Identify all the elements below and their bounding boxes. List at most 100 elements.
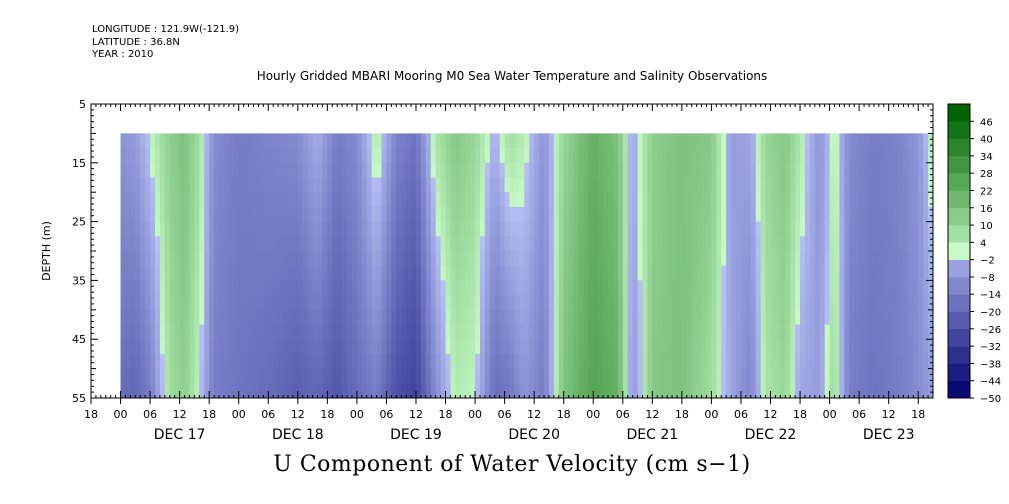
- latitude-label: LATITUDE : 36.8N: [92, 37, 180, 48]
- heatmap-cell: [795, 368, 801, 384]
- heatmap-cell: [573, 324, 580, 340]
- heatmap-cell: [913, 265, 919, 281]
- heatmap-cell: [204, 177, 210, 193]
- heatmap-cell: [775, 383, 781, 398]
- heatmap-cell: [347, 265, 353, 281]
- heatmap-cell: [342, 162, 348, 179]
- heatmap-cell: [765, 177, 772, 193]
- heatmap-cell: [603, 148, 609, 164]
- heatmap-cell: [381, 206, 388, 223]
- heatmap-cell: [258, 324, 264, 340]
- heatmap-cell: [524, 368, 530, 384]
- heatmap-cell: [475, 368, 481, 384]
- heatmap-cell: [755, 236, 762, 252]
- heatmap-cell: [780, 206, 786, 223]
- heatmap-cell: [519, 162, 525, 179]
- heatmap-cell: [809, 309, 816, 326]
- heatmap-cell: [534, 133, 540, 149]
- heatmap-cell: [519, 177, 525, 193]
- heatmap-cell: [568, 251, 575, 267]
- heatmap-cell: [588, 221, 594, 237]
- heatmap-cell: [908, 309, 914, 326]
- heatmap-cell: [243, 251, 250, 267]
- heatmap-cell: [750, 353, 757, 370]
- heatmap-cell: [214, 309, 220, 326]
- heatmap-cell: [760, 309, 767, 326]
- heatmap-cell: [145, 383, 151, 398]
- heatmap-cell: [716, 221, 722, 237]
- heatmap-cell: [908, 206, 914, 223]
- heatmap-cell: [775, 353, 781, 370]
- heatmap-cell: [804, 192, 811, 208]
- heatmap-cell: [657, 177, 663, 193]
- heatmap-cell: [612, 309, 619, 326]
- heatmap-cell: [701, 265, 708, 281]
- heatmap-cell: [765, 251, 772, 267]
- heatmap-cell: [169, 177, 176, 193]
- heatmap-cell: [736, 353, 742, 370]
- heatmap-cell: [672, 353, 678, 370]
- heatmap-cell: [878, 265, 885, 281]
- heatmap-cell: [859, 309, 865, 326]
- heatmap-cell: [494, 236, 501, 252]
- heatmap-cell: [573, 383, 580, 398]
- heatmap-cell: [238, 324, 245, 340]
- heatmap-cell: [465, 221, 471, 237]
- heatmap-cell: [425, 236, 432, 252]
- heatmap-cell: [681, 339, 688, 355]
- heatmap-cell: [923, 251, 929, 267]
- heatmap-cell: [347, 251, 353, 267]
- heatmap-cell: [539, 236, 545, 252]
- heatmap-cell: [918, 221, 924, 237]
- heatmap-cell: [706, 383, 713, 398]
- heatmap-cell: [785, 309, 791, 326]
- heatmap-cell: [263, 162, 269, 179]
- heatmap-cell: [834, 148, 841, 164]
- heatmap-cell: [662, 177, 668, 193]
- hour-tick-label: 18: [84, 408, 98, 421]
- heatmap-cell: [504, 280, 511, 296]
- heatmap-cell: [396, 368, 402, 384]
- heatmap-cell: [637, 309, 644, 326]
- heatmap-cell: [184, 148, 191, 164]
- heatmap-cell: [514, 339, 520, 355]
- heatmap-cell: [888, 177, 895, 193]
- heatmap-cell: [652, 265, 658, 281]
- heatmap-cell: [652, 368, 658, 384]
- heatmap-cell: [342, 324, 348, 340]
- heatmap-cell: [928, 265, 933, 281]
- heatmap-cell: [819, 251, 826, 267]
- heatmap-cell: [401, 295, 407, 311]
- heatmap-cell: [184, 339, 191, 355]
- heatmap-cell: [150, 368, 156, 384]
- heatmap-cell: [785, 162, 791, 179]
- heatmap-cell: [583, 353, 589, 370]
- heatmap-cell: [489, 280, 496, 296]
- heatmap-cell: [529, 295, 535, 311]
- heatmap-cell: [475, 383, 481, 398]
- heatmap-cell: [150, 148, 156, 164]
- heatmap-cell: [406, 236, 412, 252]
- heatmap-cell: [898, 177, 905, 193]
- heatmap-cell: [612, 162, 619, 179]
- heatmap-cell: [834, 133, 841, 149]
- heatmap-cell: [283, 177, 289, 193]
- heatmap-cell: [598, 265, 604, 281]
- heatmap-cell: [790, 236, 796, 252]
- heatmap-cell: [928, 236, 933, 252]
- heatmap-cell: [484, 162, 491, 179]
- heatmap-cell: [627, 133, 634, 149]
- heatmap-cell: [356, 236, 363, 252]
- heatmap-cell: [174, 221, 181, 237]
- heatmap-cell: [844, 339, 850, 355]
- heatmap-cell: [199, 265, 205, 281]
- heatmap-cell: [573, 280, 580, 296]
- heatmap-cell: [868, 206, 875, 223]
- heatmap-cell: [918, 295, 924, 311]
- heatmap-cell: [627, 206, 634, 223]
- heatmap-cell: [544, 206, 550, 223]
- heatmap-cell: [430, 339, 437, 355]
- heatmap-cell: [716, 383, 722, 398]
- heatmap-cell: [406, 177, 412, 193]
- heatmap-cell: [145, 324, 151, 340]
